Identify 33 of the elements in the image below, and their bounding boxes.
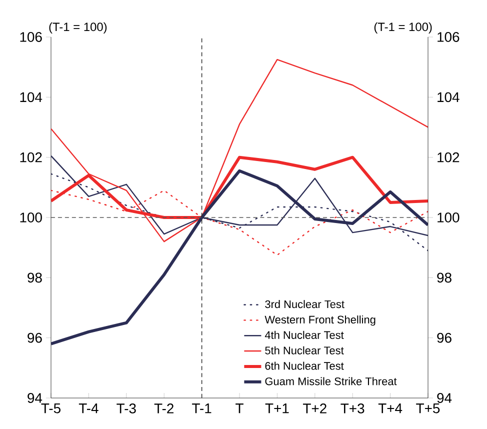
y2-tick-label: 94 <box>437 393 452 403</box>
legend-label: 5th Nuclear Test <box>265 346 344 354</box>
y2-tick-label: 98 <box>437 272 452 283</box>
legend-label: 3rd Nuclear Test <box>265 300 344 308</box>
legend-label: 6th Nuclear Test <box>265 362 344 370</box>
y-axis-title: (T-1 = 100) <box>49 22 107 34</box>
y2-tick-label: 102 <box>438 152 460 162</box>
y-tick-label: 100 <box>20 212 42 222</box>
x-tick-label: T <box>236 404 244 414</box>
legend-label: Western Front Shelling <box>264 315 376 326</box>
y-tick-label: 94 <box>28 393 42 403</box>
y2-tick-label: 104 <box>438 92 460 102</box>
x-tick-label: T+2 <box>303 404 326 414</box>
y-tick-label: 106 <box>20 32 42 42</box>
legend-label: 4th Nuclear Test <box>264 330 344 339</box>
y-tick-label: 96 <box>28 332 42 343</box>
x-tick-label: T-2 <box>154 404 174 414</box>
x-tick-label: T-4 <box>78 404 98 414</box>
x-tick-label: T-1 <box>192 404 212 414</box>
y-tick-label: 104 <box>20 92 42 102</box>
legend-label: Guam Missile Strike Threat <box>265 377 397 386</box>
y-tick-label: 98 <box>28 272 42 283</box>
y-tick-label: 102 <box>20 152 42 162</box>
y2-tick-label: 106 <box>438 32 460 42</box>
y2-axis-title: (T-1 = 100) <box>374 22 432 34</box>
x-tick-label: T-3 <box>116 404 136 414</box>
y2-tick-label: 100 <box>438 212 460 222</box>
x-tick-label: T+1 <box>265 404 289 414</box>
x-tick-label: T+5 <box>416 404 440 414</box>
x-tick-label: T-5 <box>41 404 60 414</box>
x-tick-label: T+3 <box>340 404 364 414</box>
x-tick-label: T+4 <box>378 404 402 414</box>
y2-tick-label: 96 <box>437 332 452 343</box>
